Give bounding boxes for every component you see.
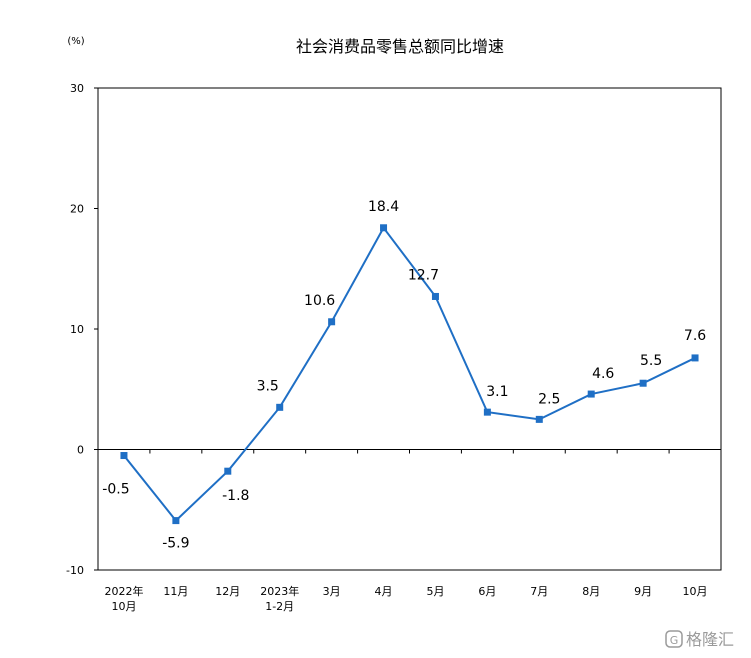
x-tick-label: 7月 xyxy=(530,585,548,598)
x-axis: 2022年 10月 11月 12月 2023年 1-2月 3月 4月 5月 6月 7月 8月 9月 10月 xyxy=(97,449,708,613)
g-logo-icon xyxy=(665,630,683,648)
data-point xyxy=(380,224,388,232)
data-label: 3.1 xyxy=(486,384,508,400)
data-point xyxy=(328,318,336,326)
data-point xyxy=(483,408,491,416)
x-tick-label-line: 2022年 xyxy=(104,584,143,598)
x-tick-label: 4月 xyxy=(375,585,393,598)
x-tick-label-line: 6月 xyxy=(478,585,496,598)
x-tick-label-line: 4月 xyxy=(375,585,393,598)
y-tick-label: 0 xyxy=(77,444,84,457)
data-label: 12.7 xyxy=(408,267,439,283)
data-label: 4.6 xyxy=(592,366,614,382)
x-tick-label: 3月 xyxy=(323,585,341,598)
series-line xyxy=(123,225,696,523)
data-point xyxy=(172,517,180,525)
data-label: 5.5 xyxy=(640,353,662,369)
data-point xyxy=(276,403,284,411)
data-label: 2.5 xyxy=(538,391,560,407)
y-axis: 30 20 10 0 -10 xyxy=(66,82,98,577)
data-label: 3.5 xyxy=(257,378,279,394)
g-logo-letter: G xyxy=(670,634,679,647)
x-tick-label: 9月 xyxy=(634,585,652,598)
x-tick-label-line: 12月 xyxy=(215,585,240,598)
data-label: 7.6 xyxy=(684,328,706,344)
data-label: -5.9 xyxy=(162,536,189,552)
x-tick-label-line: 1-2月 xyxy=(265,600,294,613)
x-tick-label-line: 8月 xyxy=(582,585,600,598)
data-point xyxy=(691,354,699,362)
x-tick-label-line: 11月 xyxy=(163,585,188,598)
data-point xyxy=(224,467,232,475)
x-tick-label: 2023年 1-2月 xyxy=(260,584,299,613)
x-tick-label-line: 5月 xyxy=(426,585,444,598)
data-point xyxy=(587,390,595,398)
data-point xyxy=(535,415,543,423)
data-label: -1.8 xyxy=(222,488,249,504)
data-labels: -0.5 -5.9 -1.8 3.5 10.6 18.4 12.7 3.1 2.5 4.6 5.5 7… xyxy=(102,199,706,552)
x-tick-label-line: 7月 xyxy=(530,585,548,598)
data-point xyxy=(431,292,439,300)
y-tick-label: -10 xyxy=(66,564,84,577)
data-point xyxy=(639,379,647,387)
data-label: 10.6 xyxy=(304,293,335,309)
x-tick-label-line: 2023年 xyxy=(260,584,299,598)
data-label: 18.4 xyxy=(368,199,399,215)
x-tick-label-line: 10月 xyxy=(683,585,708,598)
x-tick-label: 2022年 10月 xyxy=(104,584,143,613)
series-group xyxy=(120,224,699,525)
chart-title: 社会消费品零售总额同比增速 xyxy=(296,37,504,56)
data-point xyxy=(120,452,128,460)
x-tick-label-line: 10月 xyxy=(111,600,136,613)
plot-frame xyxy=(97,87,722,571)
x-tick-label: 6月 xyxy=(478,585,496,598)
x-tick-label: 8月 xyxy=(582,585,600,598)
x-tick-label: 12月 xyxy=(215,585,240,598)
y-tick-label: 20 xyxy=(70,203,84,216)
x-tick-label-line: 3月 xyxy=(323,585,341,598)
x-tick-label-line: 9月 xyxy=(634,585,652,598)
y-tick-label: 30 xyxy=(70,82,84,95)
x-tick-label: 5月 xyxy=(426,585,444,598)
watermark-text: 格隆汇 xyxy=(686,630,734,649)
y-tick-label: 10 xyxy=(70,323,84,336)
x-tick-label: 11月 xyxy=(163,585,188,598)
data-label: -0.5 xyxy=(102,482,129,498)
x-tick-label: 10月 xyxy=(683,585,708,598)
y-unit-label: (%) xyxy=(67,36,84,47)
watermark: G 格隆汇 xyxy=(665,630,734,649)
